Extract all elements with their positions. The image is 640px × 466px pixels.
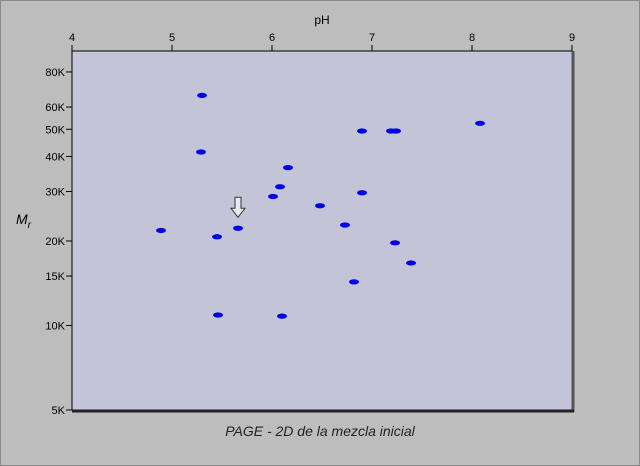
protein-spot xyxy=(315,203,325,209)
y-axis: 5K 10K 15K 20K 30K 40K 50K 60K 80K xyxy=(45,51,73,417)
figure-caption: PAGE - 2D de la mezcla inicial xyxy=(225,423,415,439)
protein-spot xyxy=(349,279,359,285)
y-tick-label: 20K xyxy=(45,236,65,248)
protein-spot xyxy=(213,312,223,318)
x-tick-label: 8 xyxy=(469,32,475,44)
x-axis-label: pH xyxy=(314,13,329,27)
protein-spot xyxy=(233,225,243,231)
protein-spot xyxy=(340,222,350,228)
y-tick-label: 5K xyxy=(52,405,66,417)
y-tick-label: 80K xyxy=(45,67,65,79)
y-tick-label: 50K xyxy=(45,124,65,136)
x-tick-label: 4 xyxy=(69,32,75,44)
x-axis: 4 5 6 7 8 9 xyxy=(69,32,575,52)
y-tick-label: 60K xyxy=(45,102,65,114)
x-tick-label: 9 xyxy=(569,32,575,44)
plot-area xyxy=(72,51,572,410)
protein-spot xyxy=(277,313,287,319)
x-tick-label: 6 xyxy=(269,32,275,44)
y-tick-label: 15K xyxy=(45,271,65,283)
protein-spot xyxy=(357,190,367,196)
protein-spot xyxy=(357,128,367,134)
protein-spot xyxy=(391,128,401,134)
y-axis-label: Mr xyxy=(16,211,32,231)
scatter-chart: pH Mr 4 5 6 7 8 9 5K 10K 15K 20K 30K 40K 50K 60K 80K xyxy=(16,13,575,417)
y-axis-label-main: M xyxy=(16,211,28,227)
protein-spot xyxy=(390,240,400,246)
protein-spot xyxy=(275,184,285,190)
protein-spot xyxy=(283,165,293,171)
protein-spot xyxy=(212,234,222,240)
x-tick-label: 5 xyxy=(169,32,175,44)
annotations xyxy=(229,196,247,219)
protein-spot xyxy=(406,260,416,266)
y-tick-label: 40K xyxy=(45,151,65,163)
y-tick-label: 30K xyxy=(45,187,65,199)
protein-spot xyxy=(196,149,206,155)
protein-spot xyxy=(268,193,278,200)
down-arrow-annotation xyxy=(229,196,247,219)
x-tick-label: 7 xyxy=(369,32,375,44)
y-axis-label-subscript: r xyxy=(28,220,32,231)
y-tick-label: 10K xyxy=(45,320,65,332)
data-points xyxy=(156,92,485,319)
protein-spot xyxy=(156,227,166,234)
protein-spot xyxy=(475,120,485,126)
protein-spot xyxy=(197,92,207,99)
